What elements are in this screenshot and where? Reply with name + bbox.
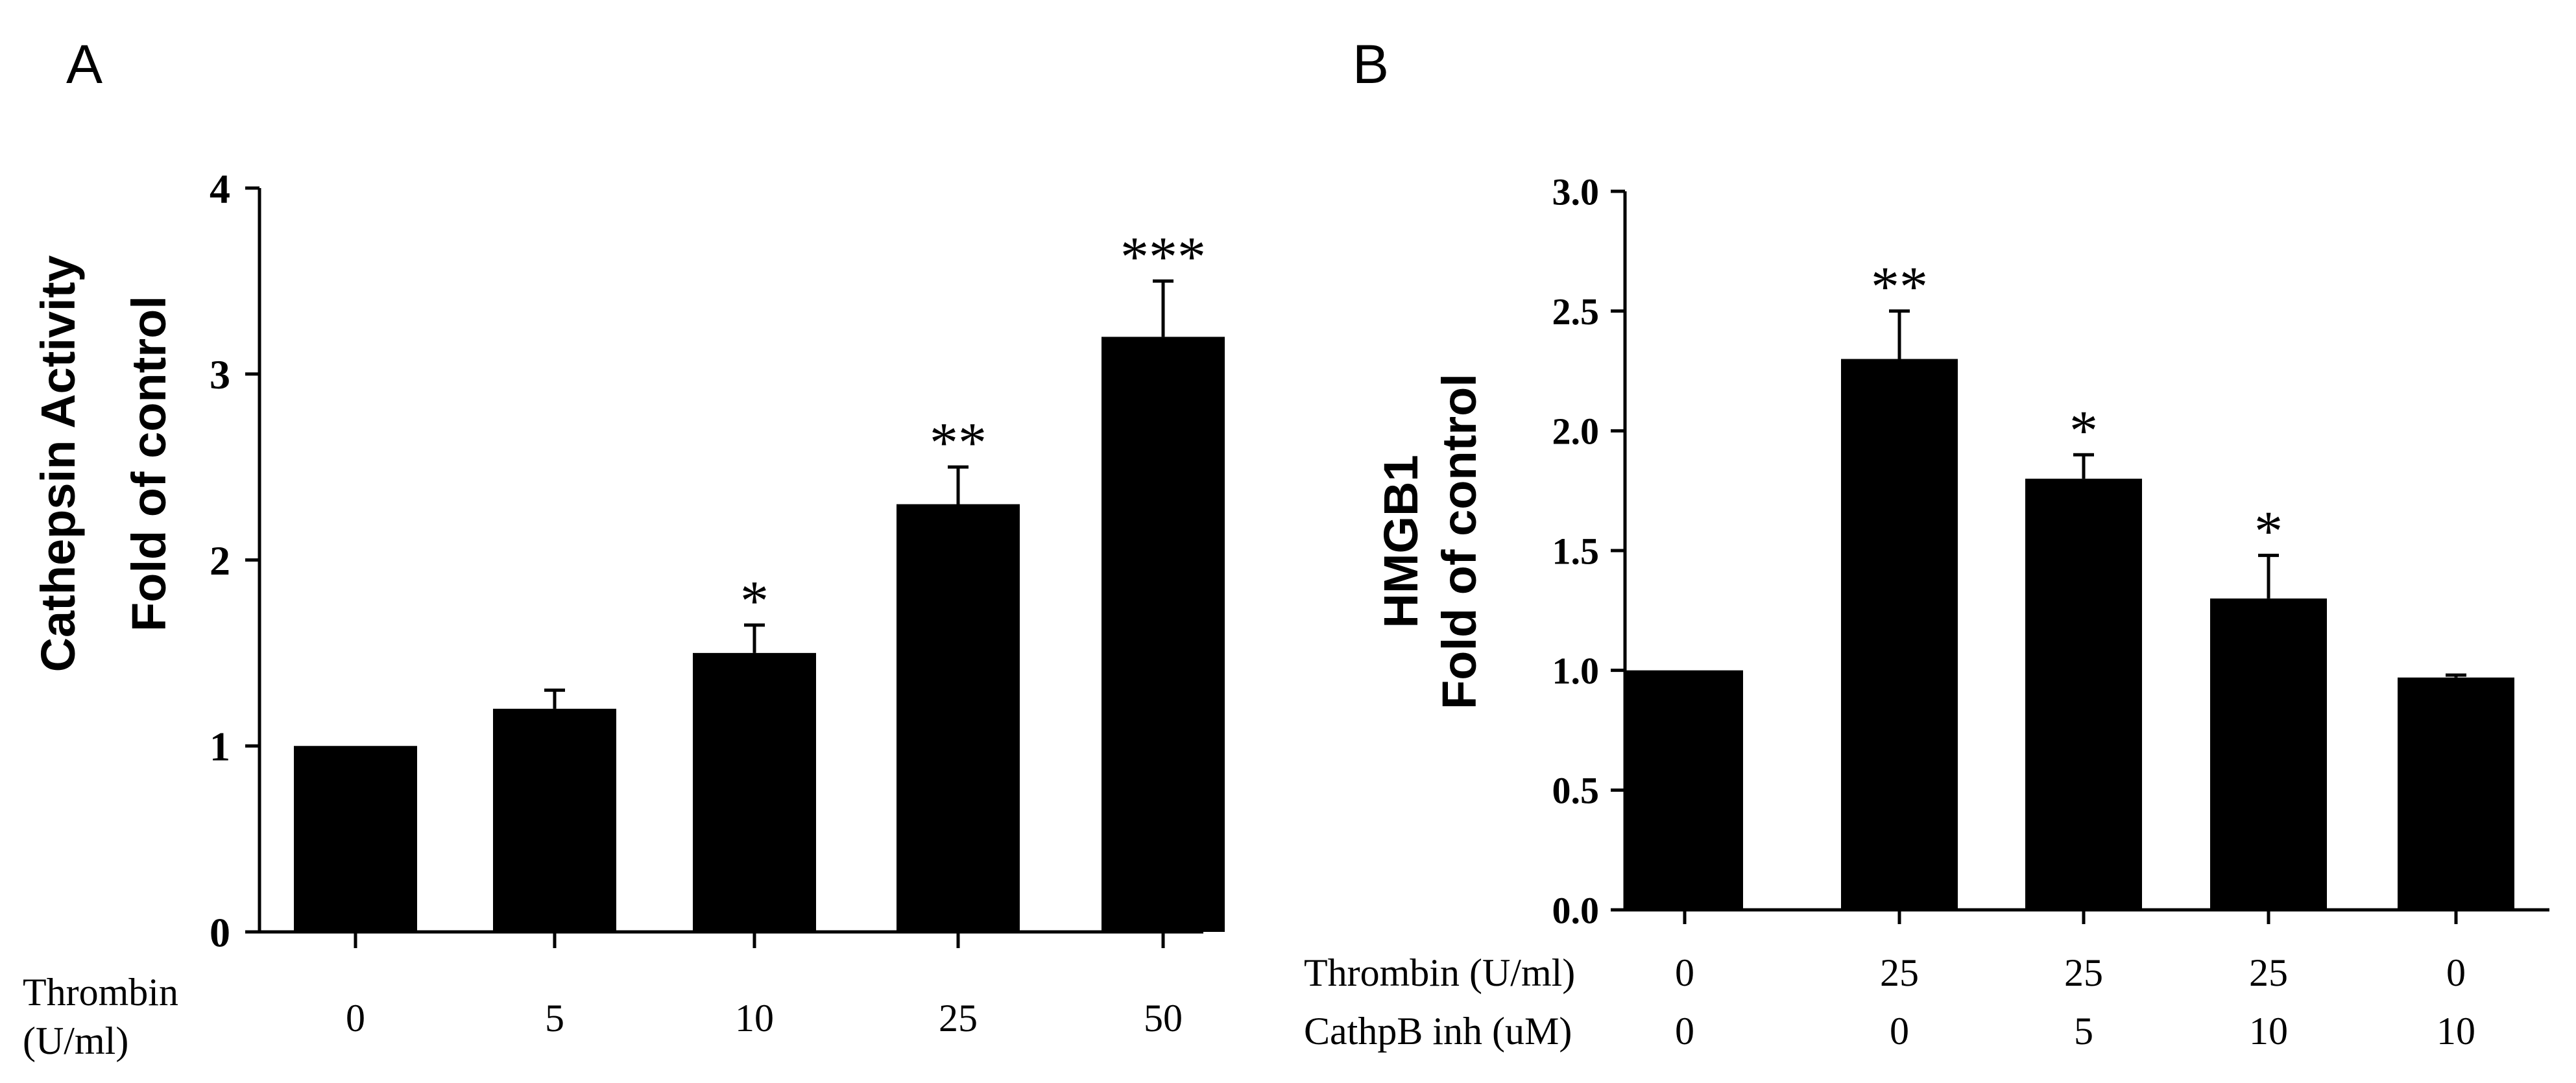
panel-b-bar <box>2210 598 2327 910</box>
panel-a-x-value: 10 <box>735 997 774 1040</box>
panel-a-bar <box>493 708 616 932</box>
panel-b-x-value: 10 <box>2249 1010 2288 1053</box>
panel-b-y-tick-label: 2.0 <box>1552 411 1600 453</box>
panel-a-significance: *** <box>1120 226 1206 289</box>
panel-b-y-tick-label: 0.5 <box>1552 770 1600 812</box>
panel-b-row-label: CathpB inh (uM) <box>1304 1010 1572 1053</box>
panel-a-bar <box>693 652 816 932</box>
panel-b-bar <box>2025 479 2142 910</box>
panel-b-marks: 0.00.51.01.52.02.53.0****Thrombin (U/ml)… <box>1304 171 2549 1053</box>
panel-b-y-tick-label: 1.5 <box>1552 530 1600 572</box>
panel-a-significance: * <box>740 570 769 633</box>
panel-b-x-value: 10 <box>2437 1010 2475 1053</box>
panel-a-x-value: 25 <box>939 997 978 1040</box>
panel-b-y-tick-label: 0.0 <box>1552 889 1600 931</box>
panel-a-y-tick-label: 2 <box>210 538 230 584</box>
panel-a-x-value: 5 <box>545 997 564 1040</box>
panel-b-bar <box>1626 670 1743 910</box>
panel-a-x-value: 50 <box>1144 997 1183 1040</box>
panel-b-significance: * <box>2069 399 2098 462</box>
panel-a-y-tick-label: 1 <box>210 724 230 770</box>
panel-b-x-value: 5 <box>2074 1010 2093 1053</box>
panel-b-bar <box>2398 677 2514 910</box>
panel-b-bar <box>1841 359 1958 910</box>
panel-b-significance: ** <box>1871 256 1928 319</box>
panel-b-x-value: 25 <box>2064 951 2103 994</box>
panel-b-row-label: Thrombin (U/ml) <box>1304 951 1575 994</box>
panel-a-x-value: 0 <box>346 997 365 1040</box>
panel-b-ylabel-line2: Fold of control <box>1432 374 1486 709</box>
panel-b-x-value: 25 <box>2249 951 2288 994</box>
panel-b-x-value: 0 <box>2446 951 2466 994</box>
panel-b: B HMGB1 Fold of control 0.0 0.5 1.0 1.5 2.0 2… <box>1304 34 2549 1053</box>
panel-b-x-value: 0 <box>1675 951 1694 994</box>
panel-a-y-axis-label: Cathepsin Activity Fold of control <box>31 256 176 672</box>
panel-b-y-tick-label: 2.5 <box>1552 291 1600 333</box>
panel-b-y-axis-label: HMGB1 Fold of control <box>1374 374 1486 709</box>
panel-b-ylabel-line1: HMGB1 <box>1374 455 1428 628</box>
panel-a-bar <box>1101 337 1225 932</box>
panel-a-bar <box>294 746 417 932</box>
panel-a-ylabel-line1: Cathepsin Activity <box>31 256 85 672</box>
panel-a-letter: A <box>66 34 102 95</box>
panel-b-x-value: 25 <box>1880 951 1919 994</box>
panel-a-y-tick-label: 0 <box>210 909 230 955</box>
panel-a: A Cathepsin Activity Fold of control 0 1 2… <box>23 34 1225 1062</box>
panel-a-row-label: (U/ml) <box>23 1019 128 1062</box>
panel-a-significance: ** <box>930 412 987 475</box>
panel-b-x-value: 0 <box>1890 1010 1909 1053</box>
panel-b-y-tick-label: 1.0 <box>1552 650 1600 692</box>
panel-b-x-value: 0 <box>1675 1010 1694 1053</box>
panel-a-y-tick-label: 3 <box>210 351 230 398</box>
panel-a-row-label: Thrombin <box>23 971 178 1014</box>
panel-b-y-tick-label: 3.0 <box>1552 171 1600 213</box>
panel-a-y-tick-label: 4 <box>210 165 230 211</box>
panel-a-bar <box>897 504 1020 932</box>
panel-b-significance: * <box>2254 500 2283 563</box>
panel-b-letter: B <box>1353 34 1389 95</box>
panel-a-ylabel-line2: Fold of control <box>122 296 176 632</box>
